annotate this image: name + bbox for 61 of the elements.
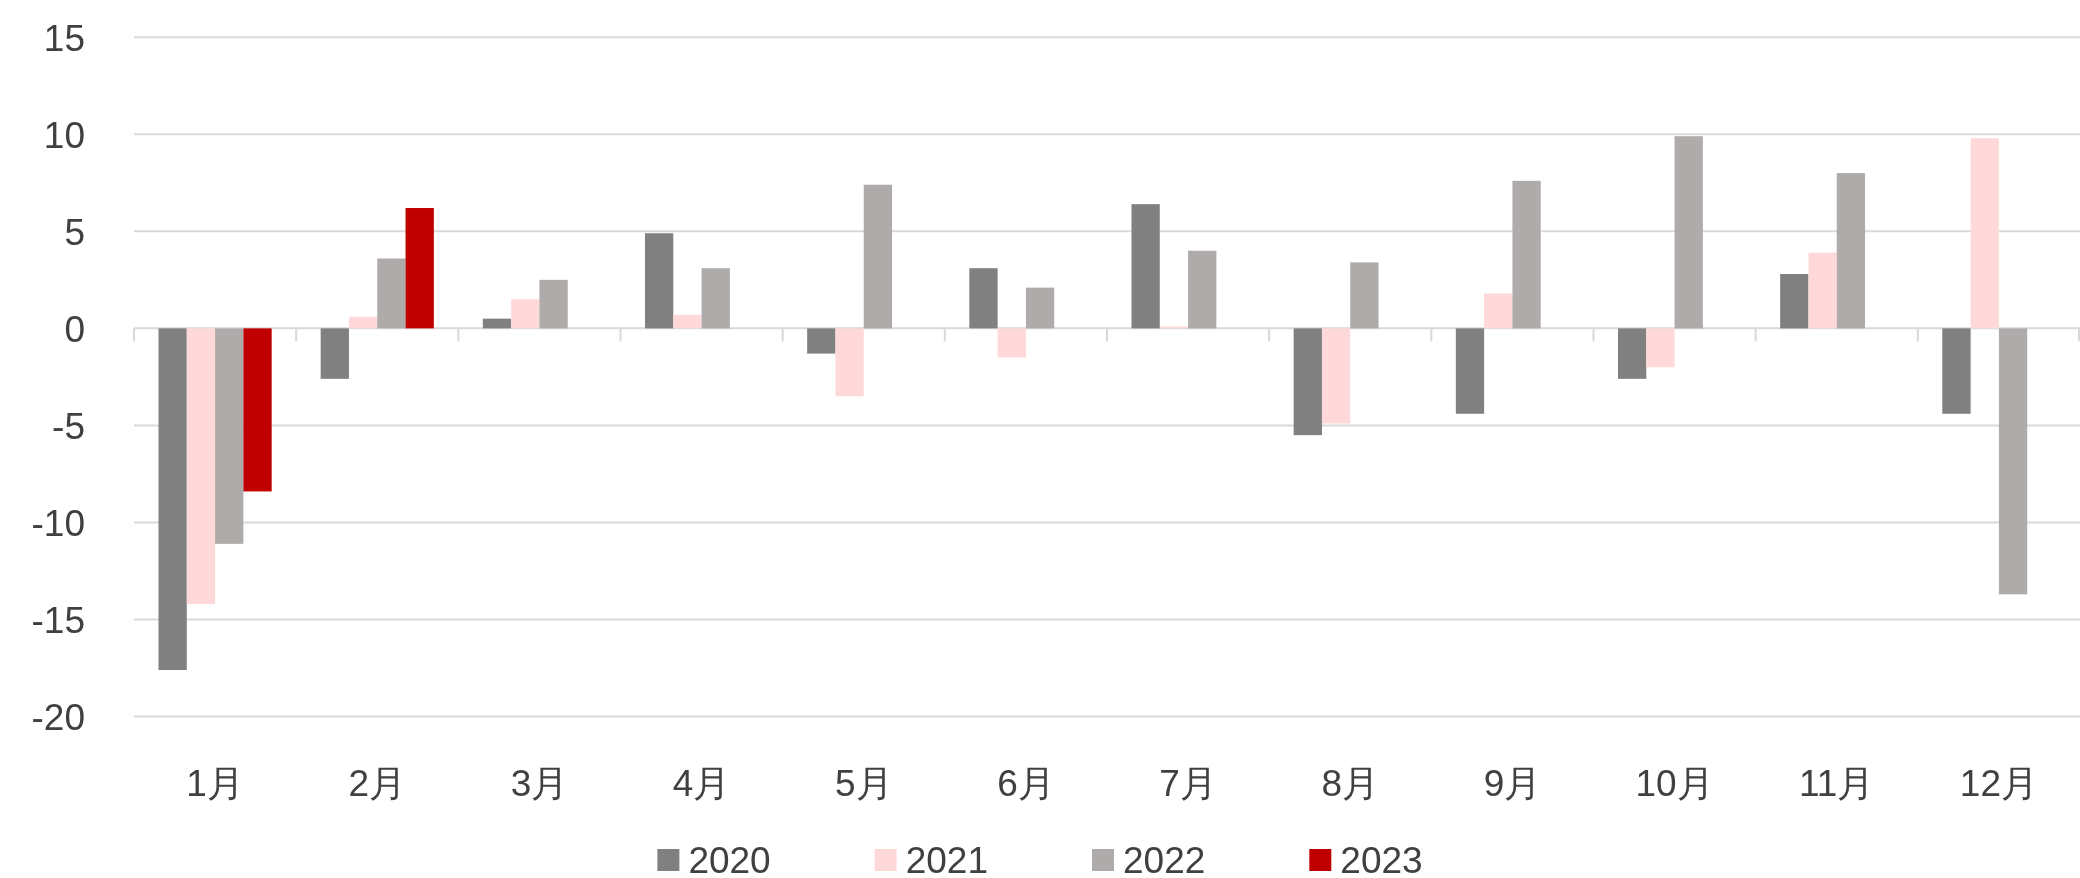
x-tick-label: 7月 bbox=[1159, 763, 1217, 804]
bar bbox=[1350, 262, 1379, 329]
bar bbox=[1836, 173, 1866, 329]
y-tick-label: -15 bbox=[31, 599, 85, 641]
bar bbox=[539, 279, 568, 329]
bar bbox=[1484, 293, 1513, 329]
bar bbox=[405, 208, 434, 329]
bar bbox=[377, 258, 406, 329]
bar bbox=[644, 233, 674, 329]
x-tick-label: 6月 bbox=[997, 763, 1055, 804]
x-tick-label: 2月 bbox=[348, 763, 407, 804]
bar bbox=[997, 328, 1026, 358]
bar bbox=[1674, 136, 1703, 329]
bar bbox=[969, 268, 998, 329]
bar bbox=[1131, 204, 1160, 329]
bar bbox=[1808, 252, 1837, 329]
y-tick-label: 5 bbox=[64, 211, 85, 253]
x-tick-label: 4月 bbox=[672, 763, 731, 804]
y-tick-label: 10 bbox=[43, 114, 85, 156]
legend-label: 2021 bbox=[905, 840, 988, 878]
y-tick-label: 15 bbox=[43, 17, 85, 59]
y-tick-label: 0 bbox=[64, 308, 85, 350]
bar bbox=[511, 299, 540, 329]
bar bbox=[1293, 328, 1322, 436]
bar bbox=[1025, 287, 1055, 329]
bar bbox=[243, 328, 272, 492]
bar bbox=[482, 318, 512, 329]
bar bbox=[320, 328, 349, 379]
bar bbox=[186, 328, 216, 605]
x-tick-label: 1月 bbox=[186, 763, 244, 804]
x-tick-label: 9月 bbox=[1483, 763, 1542, 804]
bar bbox=[1970, 138, 1999, 329]
x-tick-label: 10月 bbox=[1635, 763, 1714, 804]
x-tick-label: 5月 bbox=[834, 763, 893, 804]
bar bbox=[701, 268, 730, 329]
bar bbox=[215, 328, 244, 544]
bar bbox=[673, 314, 702, 329]
legend-label: 2022 bbox=[1123, 840, 1206, 878]
x-tick-label: 12月 bbox=[1959, 763, 2038, 804]
bar bbox=[1617, 328, 1647, 379]
legend-label: 2023 bbox=[1340, 840, 1423, 878]
bar bbox=[1455, 328, 1485, 414]
bar bbox=[835, 328, 864, 397]
bar bbox=[1942, 328, 1971, 414]
bar bbox=[158, 328, 187, 671]
y-tick-label: -20 bbox=[31, 696, 85, 738]
bar bbox=[1321, 328, 1351, 424]
bar bbox=[807, 328, 836, 354]
bar bbox=[1188, 250, 1217, 329]
bar bbox=[1780, 274, 1809, 329]
y-tick-label: -10 bbox=[31, 502, 85, 544]
x-tick-label: 11月 bbox=[1799, 763, 1875, 804]
bar bbox=[1646, 328, 1675, 368]
bar bbox=[863, 184, 893, 329]
y-tick-label: -5 bbox=[52, 405, 85, 447]
bar bbox=[1998, 328, 2028, 595]
legend-label: 2020 bbox=[688, 840, 771, 878]
bar bbox=[1512, 180, 1541, 329]
x-tick-label: 3月 bbox=[510, 763, 569, 804]
bar bbox=[348, 316, 378, 329]
x-tick-label: 8月 bbox=[1321, 763, 1380, 804]
